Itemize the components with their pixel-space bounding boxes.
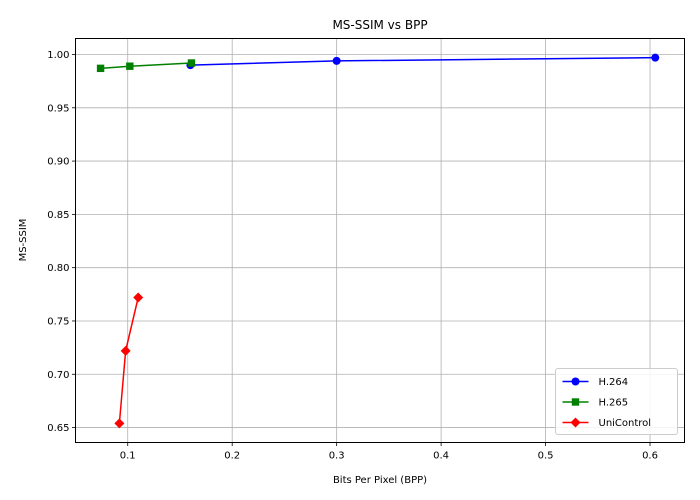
legend-label: H.264	[599, 377, 629, 388]
data-point	[96, 64, 105, 73]
series-line	[118, 297, 139, 424]
x-tick-label: 0.5	[538, 451, 554, 462]
data-point	[120, 345, 131, 356]
y-tick-label: 0.65	[47, 423, 69, 434]
legend-marker	[571, 398, 580, 406]
y-tick-label: 0.90	[47, 157, 69, 168]
y-tick-label: 1.00	[47, 50, 69, 61]
grid	[75, 38, 685, 443]
legend-marker	[570, 417, 581, 428]
x-tick-label: 0.3	[329, 451, 345, 462]
x-tick-label: 0.2	[224, 451, 240, 462]
series-layer	[96, 53, 660, 429]
legend-item: UniControl	[562, 417, 652, 429]
x-tick-label: 0.1	[120, 451, 136, 462]
series-line	[100, 62, 192, 70]
legend-item: H.264	[562, 377, 629, 388]
y-tick-label: 0.75	[47, 316, 69, 327]
series-h-265	[96, 59, 196, 73]
data-point	[126, 62, 134, 70]
legend-item: H.265	[562, 398, 629, 409]
legend-label: UniControl	[599, 418, 652, 429]
legend-box	[555, 368, 678, 435]
legend-label: H.265	[599, 398, 629, 409]
plot-frame	[75, 38, 685, 443]
data-point	[187, 59, 196, 67]
legend: H.264 H.265 UniControl	[555, 368, 678, 435]
y-axis-title: MS-SSIM	[18, 219, 29, 262]
series-unicontrol	[114, 292, 144, 429]
x-axis-title: Bits Per Pixel (BPP)	[333, 475, 427, 486]
y-tick-label: 0.80	[47, 263, 69, 274]
y-tick-label: 0.95	[47, 103, 69, 114]
data-point	[651, 53, 660, 62]
data-point	[114, 418, 125, 429]
x-tick-label: 0.6	[642, 451, 658, 462]
series-h-264	[186, 53, 660, 70]
legend-marker	[571, 377, 580, 386]
chart-title: MS-SSIM vs BPP	[332, 18, 427, 32]
data-point	[133, 292, 144, 303]
y-tick-label: 0.70	[47, 370, 69, 381]
series-line	[190, 56, 656, 66]
y-tick-label: 0.85	[47, 210, 69, 221]
x-tick-label: 0.4	[433, 451, 449, 462]
ticks: 0.1 0.2 0.3 0.4 0.5 0.6 0.65 0.70 0.75 0.80 0.85 0.…	[47, 50, 658, 462]
data-point	[332, 56, 341, 65]
